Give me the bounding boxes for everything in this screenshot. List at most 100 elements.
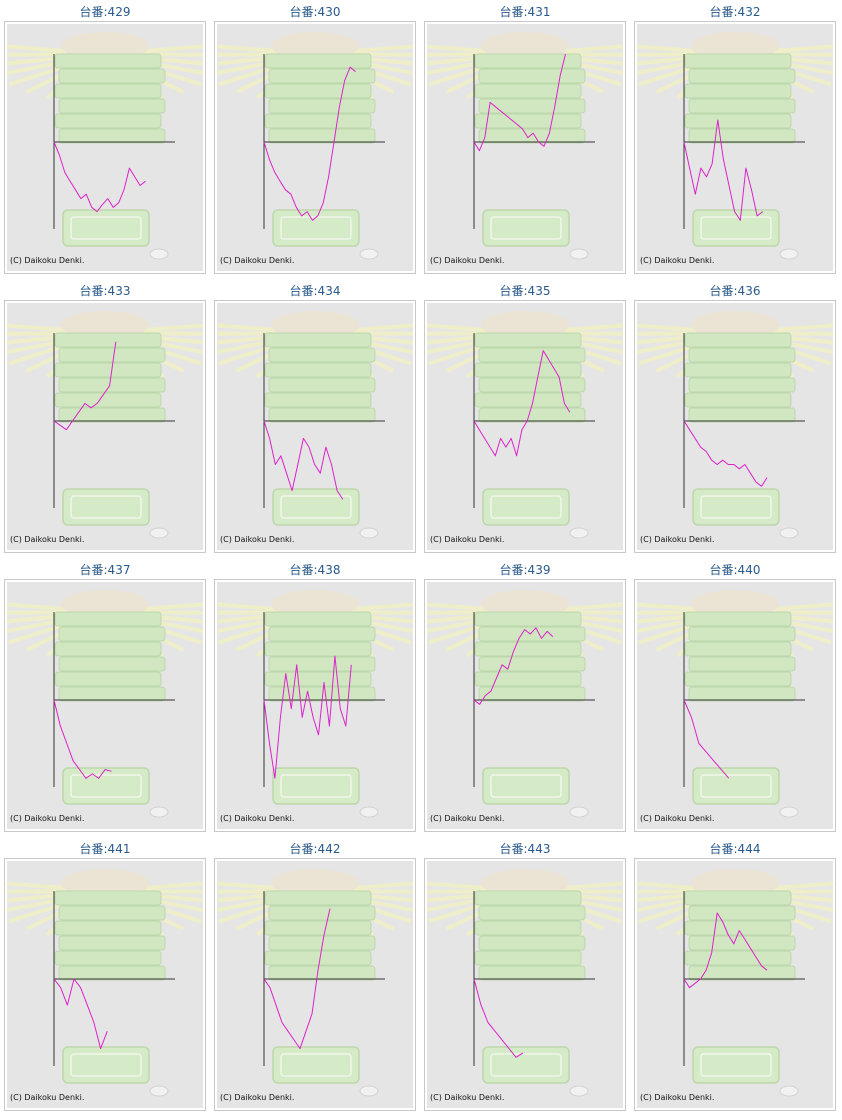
box-stack-layer bbox=[264, 332, 372, 348]
background-illustration bbox=[217, 311, 413, 539]
box-stack-layer bbox=[268, 626, 376, 642]
background-illustration bbox=[427, 869, 623, 1097]
tray-inner bbox=[70, 216, 142, 240]
machine-number-title: 台番:436 bbox=[709, 284, 761, 298]
box-stack-layer bbox=[684, 83, 792, 99]
tray bbox=[692, 767, 780, 805]
coin bbox=[779, 1085, 799, 1097]
tray bbox=[482, 488, 570, 526]
slump-graph: (C) Daikoku Denki. bbox=[217, 24, 413, 271]
graph-panel: 台番:442 (C) Daikoku Denki. bbox=[210, 837, 420, 1117]
coin-pile bbox=[691, 869, 779, 897]
coin-pile bbox=[271, 869, 359, 897]
tray-inner bbox=[700, 1053, 772, 1077]
box-stack-layer bbox=[264, 611, 372, 627]
tray bbox=[692, 488, 780, 526]
box-stack-layer bbox=[478, 407, 586, 423]
coin bbox=[569, 248, 589, 260]
data-line bbox=[683, 420, 768, 487]
box-stack-layer bbox=[688, 656, 796, 672]
graph-panel: 台番:439 (C) Daikoku Denki. bbox=[420, 558, 630, 838]
box-stack-layer bbox=[268, 965, 376, 981]
graph-panel: 台番:436 (C) Daikoku Denki. bbox=[630, 279, 840, 559]
box-stack-layer bbox=[264, 392, 372, 408]
box-stack-layer bbox=[264, 920, 372, 936]
tray-inner bbox=[490, 1053, 562, 1077]
box-stack-layer bbox=[478, 347, 586, 363]
box-stack-layer bbox=[54, 392, 162, 408]
data-line bbox=[263, 655, 352, 779]
tray bbox=[272, 488, 360, 526]
machine-number-title: 台番:432 bbox=[709, 5, 761, 19]
data-line bbox=[473, 627, 554, 705]
box-stack-layer bbox=[264, 641, 372, 657]
box-stack-layer bbox=[58, 128, 166, 144]
box-stack-layer bbox=[268, 935, 376, 951]
background-illustration bbox=[217, 869, 413, 1097]
tray-inner bbox=[700, 495, 772, 519]
graph-frame: (C) Daikoku Denki. bbox=[4, 579, 206, 832]
data-line bbox=[473, 350, 571, 457]
coin bbox=[359, 248, 379, 260]
coin-pile bbox=[61, 590, 149, 618]
tray bbox=[272, 209, 360, 247]
box-stack-layer bbox=[54, 890, 162, 906]
box-stack-layer bbox=[688, 98, 796, 114]
box-stack-layer bbox=[478, 377, 586, 393]
background-illustration bbox=[637, 869, 833, 1097]
copyright-text: (C) Daikoku Denki. bbox=[430, 535, 504, 544]
copyright-text: (C) Daikoku Denki. bbox=[430, 1093, 504, 1102]
coin-pile bbox=[61, 32, 149, 60]
coin bbox=[149, 806, 169, 818]
coin-pile bbox=[61, 311, 149, 339]
graph-panel: 台番:430 (C) Daikoku Denki. bbox=[210, 0, 420, 280]
tray bbox=[692, 1046, 780, 1084]
box-stack-layer bbox=[474, 920, 582, 936]
box-stack-layer bbox=[264, 890, 372, 906]
box-stack-layer bbox=[268, 905, 376, 921]
machine-number-title: 台番:437 bbox=[79, 563, 131, 577]
graph-panel: 台番:437 (C) Daikoku Denki. bbox=[0, 558, 210, 838]
data-line bbox=[53, 699, 112, 779]
graph-frame: (C) Daikoku Denki. bbox=[634, 579, 836, 832]
box-stack-layer bbox=[54, 113, 162, 129]
copyright-text: (C) Daikoku Denki. bbox=[430, 814, 504, 823]
box-stack-layer bbox=[684, 392, 792, 408]
box-stack-layer bbox=[268, 68, 376, 84]
data-line bbox=[53, 341, 117, 431]
slump-graph: (C) Daikoku Denki. bbox=[637, 861, 833, 1108]
background-illustration bbox=[7, 32, 203, 260]
background-illustration bbox=[637, 590, 833, 818]
box-stack-layer bbox=[684, 113, 792, 129]
box-stack-layer bbox=[268, 347, 376, 363]
box-stack-layer bbox=[58, 935, 166, 951]
machine-number-title: 台番:439 bbox=[499, 563, 551, 577]
graph-frame: (C) Daikoku Denki. bbox=[4, 858, 206, 1111]
data-line bbox=[683, 912, 768, 989]
graph-frame: (C) Daikoku Denki. bbox=[424, 858, 626, 1111]
box-stack-layer bbox=[478, 935, 586, 951]
machine-number-title: 台番:433 bbox=[79, 284, 131, 298]
graph-frame: (C) Daikoku Denki. bbox=[424, 300, 626, 553]
tray bbox=[272, 1046, 360, 1084]
tray-inner bbox=[700, 774, 772, 798]
tray bbox=[62, 767, 150, 805]
tray-inner bbox=[280, 1053, 352, 1077]
graph-panel: 台番:435 (C) Daikoku Denki. bbox=[420, 279, 630, 559]
box-stack-layer bbox=[684, 890, 792, 906]
box-stack-layer bbox=[264, 362, 372, 378]
box-stack-layer bbox=[54, 641, 162, 657]
box-stack-layer bbox=[474, 671, 582, 687]
box-stack-layer bbox=[268, 98, 376, 114]
tray-inner bbox=[490, 495, 562, 519]
coin-pile bbox=[271, 32, 359, 60]
box-stack-layer bbox=[688, 965, 796, 981]
graph-panel: 台番:432 (C) Daikoku Denki. bbox=[630, 0, 840, 280]
background-illustration bbox=[7, 869, 203, 1097]
box-stack-layer bbox=[684, 671, 792, 687]
box-stack-layer bbox=[688, 347, 796, 363]
data-line bbox=[263, 420, 344, 500]
graph-panel: 台番:431 (C) Daikoku Denki. bbox=[420, 0, 630, 280]
box-stack-layer bbox=[474, 113, 582, 129]
machine-number-title: 台番:442 bbox=[289, 842, 341, 856]
